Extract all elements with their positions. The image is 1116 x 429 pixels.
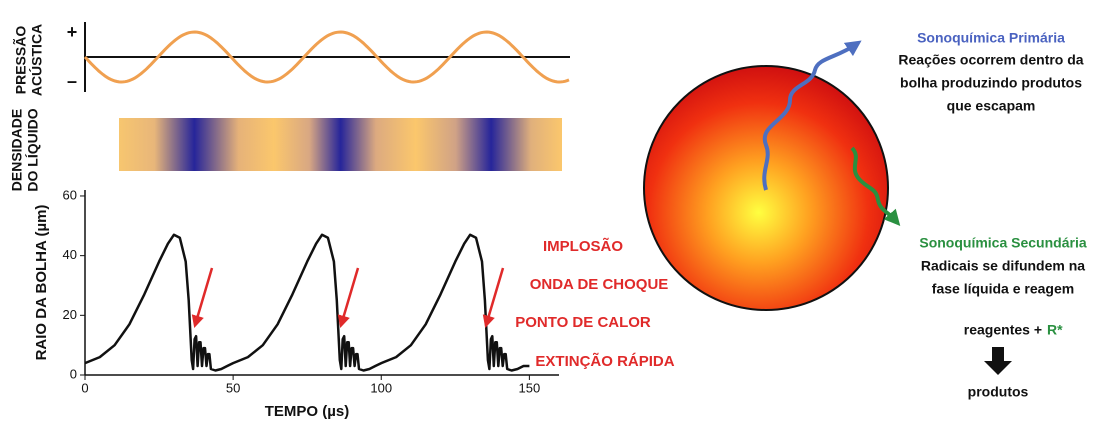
- y-axis-label: RAIO DA BOLHA (µm): [33, 205, 50, 361]
- secondary-line: fase líquida e reagem: [932, 281, 1074, 297]
- annotation: PONTO DE CALOR: [515, 314, 651, 331]
- density-label: DENSIDADE DO LÍQUIDO: [9, 108, 41, 191]
- label-line: ACÚSTICA: [28, 24, 45, 96]
- annotation: IMPLOSÃO: [543, 237, 623, 255]
- plus-sign: +: [67, 22, 78, 42]
- pressure-label: PRESSÃO ACÚSTICA: [12, 24, 45, 96]
- y-tick-label: 40: [63, 247, 77, 262]
- radius-line: [85, 235, 529, 371]
- reactants: reagentes +: [964, 322, 1042, 338]
- implosion-arrows: [196, 268, 503, 322]
- primary-line: que escapam: [947, 98, 1036, 114]
- radius-plot: 0 20 40 60 0 50 100 150 TEMPO (µs) RAIO DA BOLHA …: [33, 187, 675, 420]
- x-axis-label: TEMPO (µs): [265, 403, 349, 420]
- y-tick-label: 20: [63, 307, 77, 322]
- down-arrow: [984, 347, 1012, 375]
- x-tick-label: 150: [519, 380, 541, 395]
- x-tick-label: 0: [81, 380, 88, 395]
- density-bar: [119, 118, 562, 171]
- products: produtos: [968, 384, 1029, 400]
- label-line: PRESSÃO: [12, 26, 29, 95]
- label-line: DENSIDADE: [9, 109, 25, 191]
- y-tick-label: 60: [63, 187, 77, 202]
- y-tick-label: 0: [70, 366, 77, 381]
- x-tick-label: 50: [226, 380, 240, 395]
- primary-title: Sonoquímica Primária: [917, 30, 1065, 46]
- annotation: ONDA DE CHOQUE: [530, 276, 669, 293]
- x-tick-label: 100: [370, 380, 392, 395]
- annotation: EXTINÇÃO RÁPIDA: [535, 352, 674, 370]
- minus-sign: –: [67, 71, 77, 91]
- label-line: DO LÍQUIDO: [25, 108, 41, 191]
- secondary-title: Sonoquímica Secundária: [919, 235, 1086, 251]
- primary-line: bolha produzindo produtos: [900, 75, 1082, 91]
- figure: PRESSÃO ACÚSTICA + – DENSIDADE DO LÍQUID…: [0, 0, 1116, 429]
- primary-line: Reações ocorrem dentro da: [898, 52, 1083, 68]
- radical: R*: [1047, 322, 1063, 338]
- secondary-line: Radicais se difundem na: [921, 258, 1085, 274]
